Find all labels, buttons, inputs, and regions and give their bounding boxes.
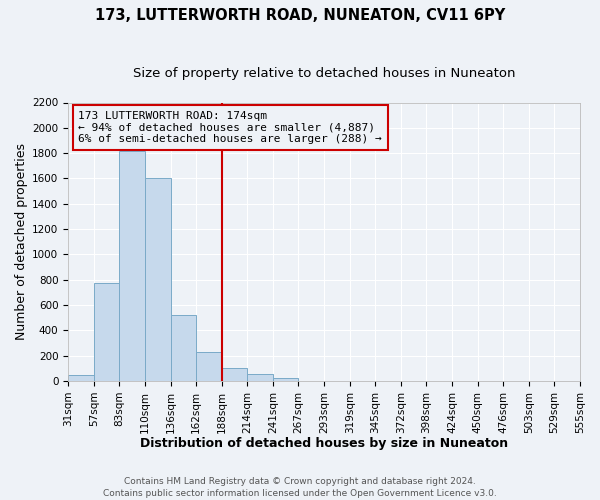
Bar bbox=[273, 378, 298, 381]
Bar bbox=[196, 352, 221, 381]
Bar bbox=[247, 374, 273, 381]
Title: Size of property relative to detached houses in Nuneaton: Size of property relative to detached ho… bbox=[133, 68, 515, 80]
Bar bbox=[94, 283, 119, 381]
Text: 173 LUTTERWORTH ROAD: 174sqm
← 94% of detached houses are smaller (4,887)
6% of : 173 LUTTERWORTH ROAD: 174sqm ← 94% of de… bbox=[79, 111, 382, 144]
Y-axis label: Number of detached properties: Number of detached properties bbox=[15, 143, 28, 340]
X-axis label: Distribution of detached houses by size in Nuneaton: Distribution of detached houses by size … bbox=[140, 437, 508, 450]
Text: 173, LUTTERWORTH ROAD, NUNEATON, CV11 6PY: 173, LUTTERWORTH ROAD, NUNEATON, CV11 6P… bbox=[95, 8, 505, 22]
Bar bbox=[119, 150, 145, 381]
Bar bbox=[221, 368, 247, 381]
Bar bbox=[170, 315, 196, 381]
Bar bbox=[68, 374, 94, 381]
Bar bbox=[145, 178, 170, 381]
Text: Contains HM Land Registry data © Crown copyright and database right 2024.
Contai: Contains HM Land Registry data © Crown c… bbox=[103, 476, 497, 498]
